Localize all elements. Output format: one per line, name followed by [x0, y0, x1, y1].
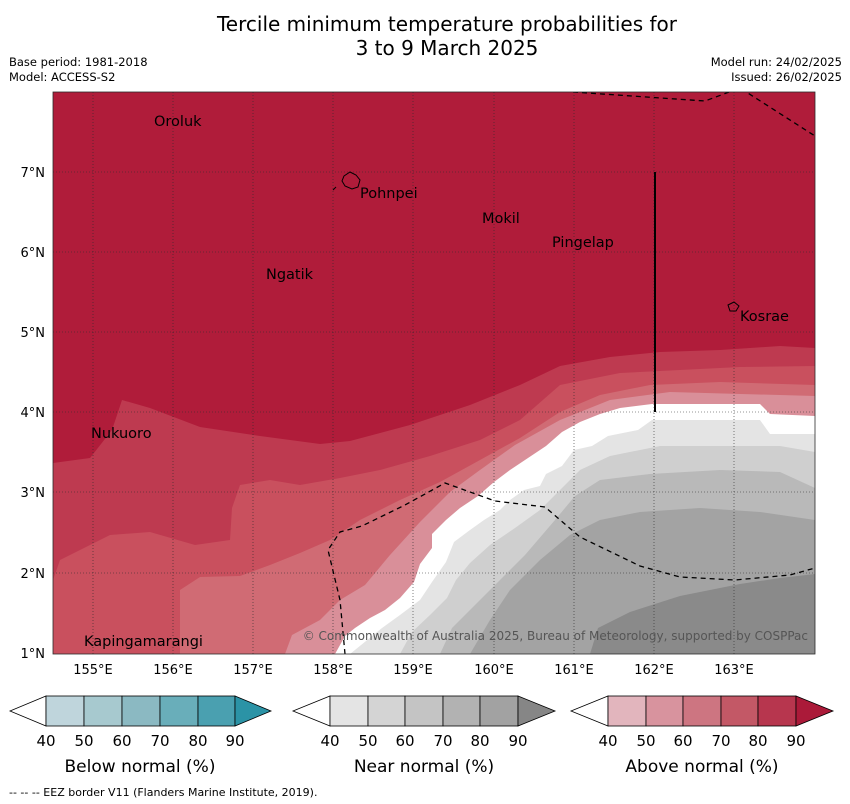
legend-above-swatch-2 — [645, 695, 684, 727]
place-labels: Oroluk Pohnpei Mokil Pingelap Ngatik Kos… — [84, 114, 789, 650]
copyright-text: © Commonwealth of Australia 2025, Bureau… — [303, 629, 808, 643]
legend-below-tick-50: 50 — [74, 732, 93, 750]
legend-near-swatch-3 — [404, 695, 444, 727]
legend-near-tick-60: 60 — [395, 732, 414, 750]
place-label-mokil: Mokil — [482, 211, 520, 227]
legend-below-tick-60: 60 — [112, 732, 131, 750]
legend-above-swatch-4 — [720, 695, 759, 727]
place-label-ngatik: Ngatik — [266, 267, 314, 283]
meta-right: Model run: 24/02/2025 Issued: 26/02/2025 — [711, 55, 842, 85]
legend-below-title: Below normal (%) — [65, 757, 216, 777]
lon-label-157e: 157°E — [233, 663, 273, 678]
legend-above-tick-90: 90 — [786, 732, 805, 750]
place-label-nukuoro: Nukuoro — [91, 426, 152, 442]
place-label-kapingamarangi: Kapingamarangi — [84, 634, 203, 650]
map-gridlines — [53, 92, 815, 654]
near-90-region — [590, 574, 815, 654]
legend-above-normal: 40 50 60 70 80 90 Above normal (%) — [569, 695, 835, 777]
legend-near-tick-70: 70 — [433, 732, 452, 750]
place-label-pohnpei: Pohnpei — [360, 186, 418, 202]
legend-near-title: Near normal (%) — [354, 757, 494, 777]
legend-above-swatch-3 — [682, 695, 722, 727]
lon-label-155e: 155°E — [73, 663, 113, 678]
lat-label-4n: 4°N — [21, 406, 46, 421]
legend-near-swatch-6 — [517, 695, 557, 727]
lat-label-7n: 7°N — [21, 166, 46, 181]
legend-above-tick-40: 40 — [598, 732, 617, 750]
map-plot-area: Oroluk Pohnpei Mokil Pingelap Ngatik Kos… — [53, 92, 815, 654]
legend-below-tick-40: 40 — [36, 732, 55, 750]
legend-above-tick-50: 50 — [636, 732, 655, 750]
lat-label-5n: 5°N — [21, 326, 46, 341]
map-frame — [52, 91, 816, 655]
legend-above-swatch-1 — [607, 695, 647, 727]
kosrae-island — [727, 301, 740, 312]
lon-label-163e: 163°E — [714, 663, 754, 678]
legend-near-swatch-2 — [367, 695, 406, 727]
place-label-pingelap: Pingelap — [552, 235, 614, 251]
lon-label-159e: 159°E — [393, 663, 433, 678]
model-text: Model: ACCESS-S2 — [9, 70, 116, 84]
legend-near-tick-40: 40 — [320, 732, 339, 750]
lat-axis: 7°N 6°N 5°N 4°N 3°N 2°N 1°N — [21, 166, 46, 662]
lon-label-161e: 161°E — [554, 663, 594, 678]
pohnpei-island — [341, 171, 361, 190]
eez-border — [327, 92, 815, 654]
lon-label-162e: 162°E — [634, 663, 674, 678]
legend-below-swatch-0 — [8, 695, 47, 727]
legend-above-title: Above normal (%) — [625, 757, 778, 777]
meta-left: Base period: 1981-2018 Model: ACCESS-S2 — [9, 55, 148, 85]
legend-near-tick-90: 90 — [508, 732, 527, 750]
lon-label-158e: 158°E — [313, 663, 353, 678]
legend-near-tick-80: 80 — [470, 732, 489, 750]
legend-below-swatch-1 — [45, 695, 85, 727]
issued-text: Issued: 26/02/2025 — [731, 70, 842, 84]
place-label-kosrae: Kosrae — [740, 309, 789, 325]
legend-near-tick-50: 50 — [358, 732, 377, 750]
legend-above-swatch-6 — [795, 695, 835, 727]
probability-map: Oroluk Pohnpei Mokil Pingelap Ngatik Kos… — [8, 91, 835, 777]
legend-near-swatch-0 — [291, 695, 331, 727]
eez-footnote: -- -- -- EEZ border V11 (Flanders Marine… — [9, 786, 318, 799]
legend-below-tick-70: 70 — [150, 732, 169, 750]
legend-below-swatch-5 — [197, 695, 236, 727]
legend-near-swatch-5 — [479, 695, 519, 727]
map-title: Tercile minimum temperature probabilitie… — [0, 12, 850, 60]
lat-label-6n: 6°N — [21, 246, 46, 261]
lon-label-156e: 156°E — [153, 663, 193, 678]
map-title-line2: 3 to 9 March 2025 — [355, 36, 539, 60]
lon-axis: 155°E 156°E 157°E 158°E 159°E 160°E 161°… — [73, 663, 754, 678]
legend-near-swatch-1 — [329, 695, 369, 727]
legend-near-normal: 40 50 60 70 80 90 Near normal (%) — [291, 695, 557, 777]
legend-above-tick-60: 60 — [673, 732, 692, 750]
legend-above-swatch-0 — [569, 695, 609, 727]
lat-label-3n: 3°N — [21, 486, 46, 501]
legend-near-swatch-4 — [442, 695, 481, 727]
lon-label-160e: 160°E — [474, 663, 514, 678]
legend-below-swatch-4 — [159, 695, 199, 727]
legend-below-swatch-6 — [234, 695, 273, 727]
legend-below-swatch-2 — [83, 695, 123, 727]
map-title-line1: Tercile minimum temperature probabilitie… — [216, 12, 678, 36]
place-label-oroluk: Oroluk — [154, 114, 202, 130]
base-period-text: Base period: 1981-2018 — [9, 55, 148, 69]
lat-label-2n: 2°N — [21, 567, 46, 582]
legend-below-normal: 40 50 60 70 80 90 Below normal (%) — [8, 695, 273, 777]
legend-above-tick-70: 70 — [711, 732, 730, 750]
lat-label-1n: 1°N — [21, 647, 46, 662]
model-run-text: Model run: 24/02/2025 — [710, 55, 842, 69]
legend-below-tick-90: 90 — [225, 732, 244, 750]
legend-above-tick-80: 80 — [748, 732, 767, 750]
legend-below-tick-80: 80 — [188, 732, 207, 750]
legend-above-swatch-5 — [757, 695, 797, 727]
ant-atoll-mark — [332, 186, 337, 191]
legend-below-swatch-3 — [121, 695, 161, 727]
